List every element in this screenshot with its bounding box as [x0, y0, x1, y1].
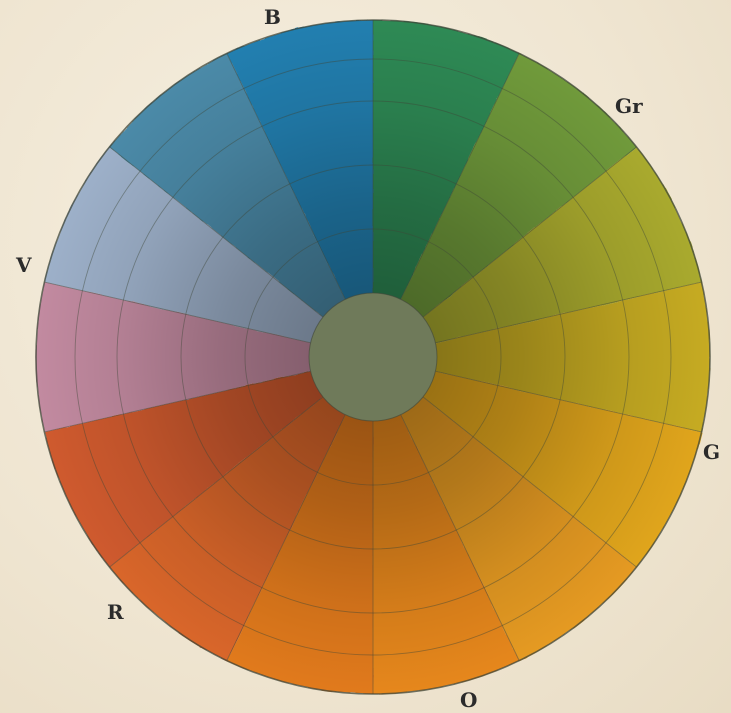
- spoke-line: [44, 370, 311, 433]
- spoke-line: [435, 370, 702, 433]
- spoke-line: [109, 396, 324, 568]
- label-red: R: [107, 600, 124, 624]
- spoke-line: [44, 281, 311, 344]
- spoke-line: [422, 396, 637, 568]
- label-yellow: G: [703, 440, 721, 464]
- spoke-line: [400, 53, 520, 300]
- spoke-line: [226, 414, 346, 661]
- wheel-grid-lines: [35, 19, 711, 695]
- spoke-line: [400, 414, 520, 661]
- spoke-line: [422, 146, 637, 318]
- spoke-line: [435, 281, 702, 344]
- label-orange: O: [460, 688, 478, 712]
- center-disc: [308, 292, 438, 422]
- label-blue: B: [264, 5, 281, 29]
- label-violet: V: [16, 253, 32, 277]
- label-green: Gr: [615, 94, 643, 118]
- spoke-line: [226, 53, 346, 300]
- spoke-line: [109, 146, 324, 318]
